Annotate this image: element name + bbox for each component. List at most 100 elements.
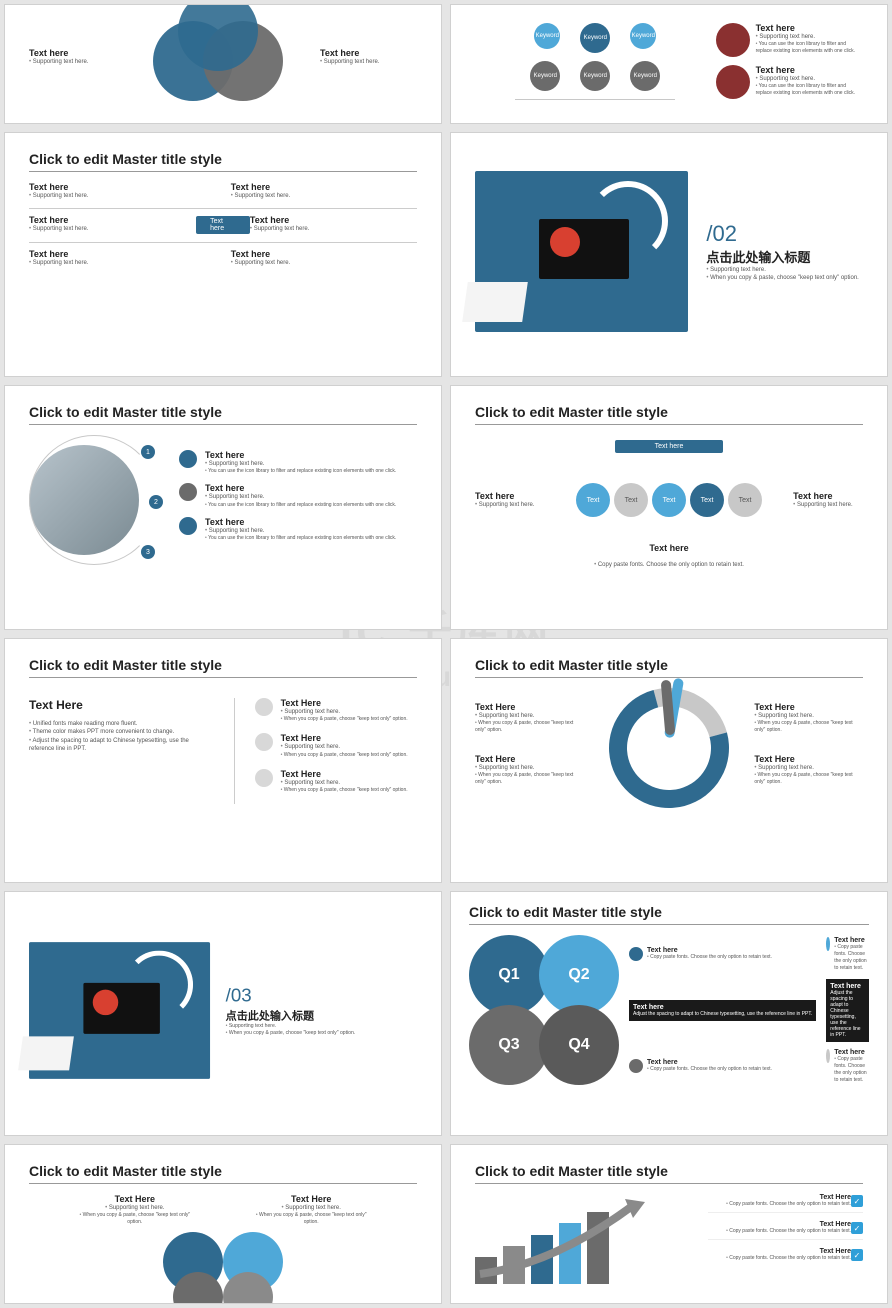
quad-chart: Q1 Q2 Q3 Q4 bbox=[469, 935, 619, 1085]
flow-nodes: Text Text Text Text Text bbox=[576, 483, 762, 517]
flow-bottom-sub: Copy paste fonts. Choose the only option… bbox=[594, 561, 744, 569]
flow-side-sub: Supporting text here. bbox=[475, 501, 545, 509]
row-sub: Supporting text here. bbox=[231, 192, 417, 200]
item-desc: You can use the icon library to filter a… bbox=[205, 468, 396, 475]
slide-venn: Text here Supporting text here. Text her… bbox=[4, 4, 442, 124]
venn-right-title: Text here bbox=[320, 48, 417, 58]
dot-icon bbox=[826, 1049, 830, 1063]
check-title: Text Here bbox=[708, 1221, 851, 1228]
donut-desc: When you copy & paste, choose "keep text… bbox=[475, 720, 584, 734]
slide-keyword-tree: Keyword Keyword Keyword Keyword Keyword … bbox=[450, 4, 888, 124]
donut-sub: Supporting text here. bbox=[754, 764, 863, 772]
tree-node: Keyword bbox=[630, 61, 660, 91]
row-sub: Supporting text here. bbox=[250, 225, 417, 233]
donut-desc: When you copy & paste, choose "keep text… bbox=[754, 720, 863, 734]
circ-sub: Supporting text here. bbox=[253, 1204, 369, 1212]
tree-node: Keyword bbox=[534, 23, 560, 49]
list-dot bbox=[255, 769, 273, 787]
donut-chart bbox=[609, 688, 729, 808]
row-sub: Supporting text here. bbox=[29, 259, 215, 267]
quad-desc: Copy paste fonts. Choose the only option… bbox=[647, 954, 772, 961]
center-pill: Text here bbox=[196, 216, 250, 234]
quad-mid: Text here bbox=[830, 983, 865, 990]
slide-four-circles: Click to edit Master title style Text He… bbox=[4, 1144, 442, 1304]
slide-text-rows: Click to edit Master title style Text he… bbox=[4, 132, 442, 377]
section-title: 点击此处输入标题 bbox=[226, 1006, 356, 1022]
slide-title: Click to edit Master title style bbox=[475, 404, 863, 425]
item-sub: Supporting text here. bbox=[205, 527, 396, 535]
slide-title: Click to edit Master title style bbox=[29, 1163, 417, 1184]
donut-sub: Supporting text here. bbox=[475, 764, 584, 772]
slide-title: Click to edit Master title style bbox=[475, 1163, 863, 1184]
flow-node: Text bbox=[728, 483, 762, 517]
checkbox-icon: ✓ bbox=[851, 1195, 863, 1207]
donut-label: Text Here bbox=[475, 702, 584, 712]
slide-title: Click to edit Master title style bbox=[475, 657, 863, 678]
venn-left-sub: Supporting text here. bbox=[29, 58, 126, 66]
slide-text-list: Click to edit Master title style Text He… bbox=[4, 638, 442, 883]
tree-side-title: Text here bbox=[756, 23, 863, 33]
item-desc: When you copy & paste, choose "keep text… bbox=[281, 752, 408, 759]
tree-side-desc: You can use the icon library to filter a… bbox=[756, 83, 863, 97]
checkbox-icon: ✓ bbox=[851, 1249, 863, 1261]
item-desc: When you copy & paste, choose "keep text… bbox=[281, 787, 408, 794]
flow-node: Text bbox=[690, 483, 724, 517]
thumb-icon bbox=[716, 65, 750, 99]
quad-desc: Copy paste fonts. Choose the only option… bbox=[647, 1066, 772, 1073]
circ-desc: When you copy & paste, choose "keep text… bbox=[253, 1212, 369, 1226]
row-title: Text here bbox=[231, 182, 417, 192]
bullet-dot bbox=[179, 483, 197, 501]
section-sub: Supporting text here. bbox=[706, 266, 858, 274]
circ-desc: When you copy & paste, choose "keep text… bbox=[77, 1212, 193, 1226]
item-title: Text here bbox=[205, 450, 396, 460]
quad-mid-desc: Adjust the spacing to adapt to Chinese t… bbox=[830, 990, 865, 1038]
tree-node: Keyword bbox=[630, 23, 656, 49]
section-desc: When you copy & paste, choose "keep text… bbox=[226, 1030, 356, 1037]
section-sub: Supporting text here. bbox=[226, 1022, 356, 1029]
quad-corner: Text here bbox=[647, 1059, 772, 1066]
slide-bar-arrow: Click to edit Master title style Text He… bbox=[450, 1144, 888, 1304]
donut-label: Text Here bbox=[754, 754, 863, 764]
num-badge: 2 bbox=[149, 495, 163, 509]
quad-q: Q1 bbox=[469, 935, 549, 1015]
row-title: Text here bbox=[29, 215, 196, 225]
section-desc: When you copy & paste, choose "keep text… bbox=[706, 274, 858, 282]
num-badge: 1 bbox=[141, 445, 155, 459]
list-dot bbox=[255, 698, 273, 716]
venn-right-sub: Supporting text here. bbox=[320, 58, 417, 66]
slide-title: Click to edit Master title style bbox=[29, 404, 417, 425]
dot-icon bbox=[826, 937, 830, 951]
dot-icon bbox=[629, 1059, 643, 1073]
slide-title: Click to edit Master title style bbox=[29, 151, 417, 172]
quad-q: Q2 bbox=[539, 935, 619, 1015]
quad-mid-desc: Adjust the spacing to adapt to Chinese t… bbox=[633, 1011, 812, 1017]
slide-section-02: /02 点击此处输入标题 Supporting text here. When … bbox=[450, 132, 888, 377]
tree-side-sub: Supporting text here. bbox=[756, 75, 863, 83]
tree-side-sub: Supporting text here. bbox=[756, 33, 863, 41]
item-sub: Supporting text here. bbox=[281, 743, 408, 751]
row-title: Text here bbox=[231, 249, 417, 259]
slide-numbered-list: Click to edit Master title style 1 2 3 T… bbox=[4, 385, 442, 630]
section-graphic bbox=[29, 942, 210, 1079]
quad-q: Q3 bbox=[469, 1005, 549, 1085]
section-graphic bbox=[475, 171, 688, 332]
circ-title: Text Here bbox=[77, 1194, 193, 1204]
donut-label: Text Here bbox=[754, 702, 863, 712]
section-number: /03 bbox=[226, 984, 356, 1006]
tree-side-desc: You can use the icon library to filter a… bbox=[756, 41, 863, 55]
check-title: Text Here bbox=[708, 1248, 851, 1255]
item-title: Text Here bbox=[281, 769, 408, 779]
section-title: 点击此处输入标题 bbox=[706, 247, 858, 266]
circ-title: Text Here bbox=[253, 1194, 369, 1204]
check-desc: Copy paste fonts. Choose the only option… bbox=[708, 1255, 851, 1262]
quad-desc: Copy paste fonts. Choose the only option… bbox=[834, 1056, 869, 1084]
bullet-dot bbox=[179, 450, 197, 468]
row-sub: Supporting text here. bbox=[231, 259, 417, 267]
check-title: Text Here bbox=[708, 1194, 851, 1201]
donut-desc: When you copy & paste, choose "keep text… bbox=[754, 772, 863, 786]
quad-desc: Copy paste fonts. Choose the only option… bbox=[834, 944, 869, 972]
quad-q: Q4 bbox=[539, 1005, 619, 1085]
thumb-icon bbox=[716, 23, 750, 57]
row-title: Text here bbox=[29, 249, 215, 259]
item-sub: Supporting text here. bbox=[281, 708, 408, 716]
